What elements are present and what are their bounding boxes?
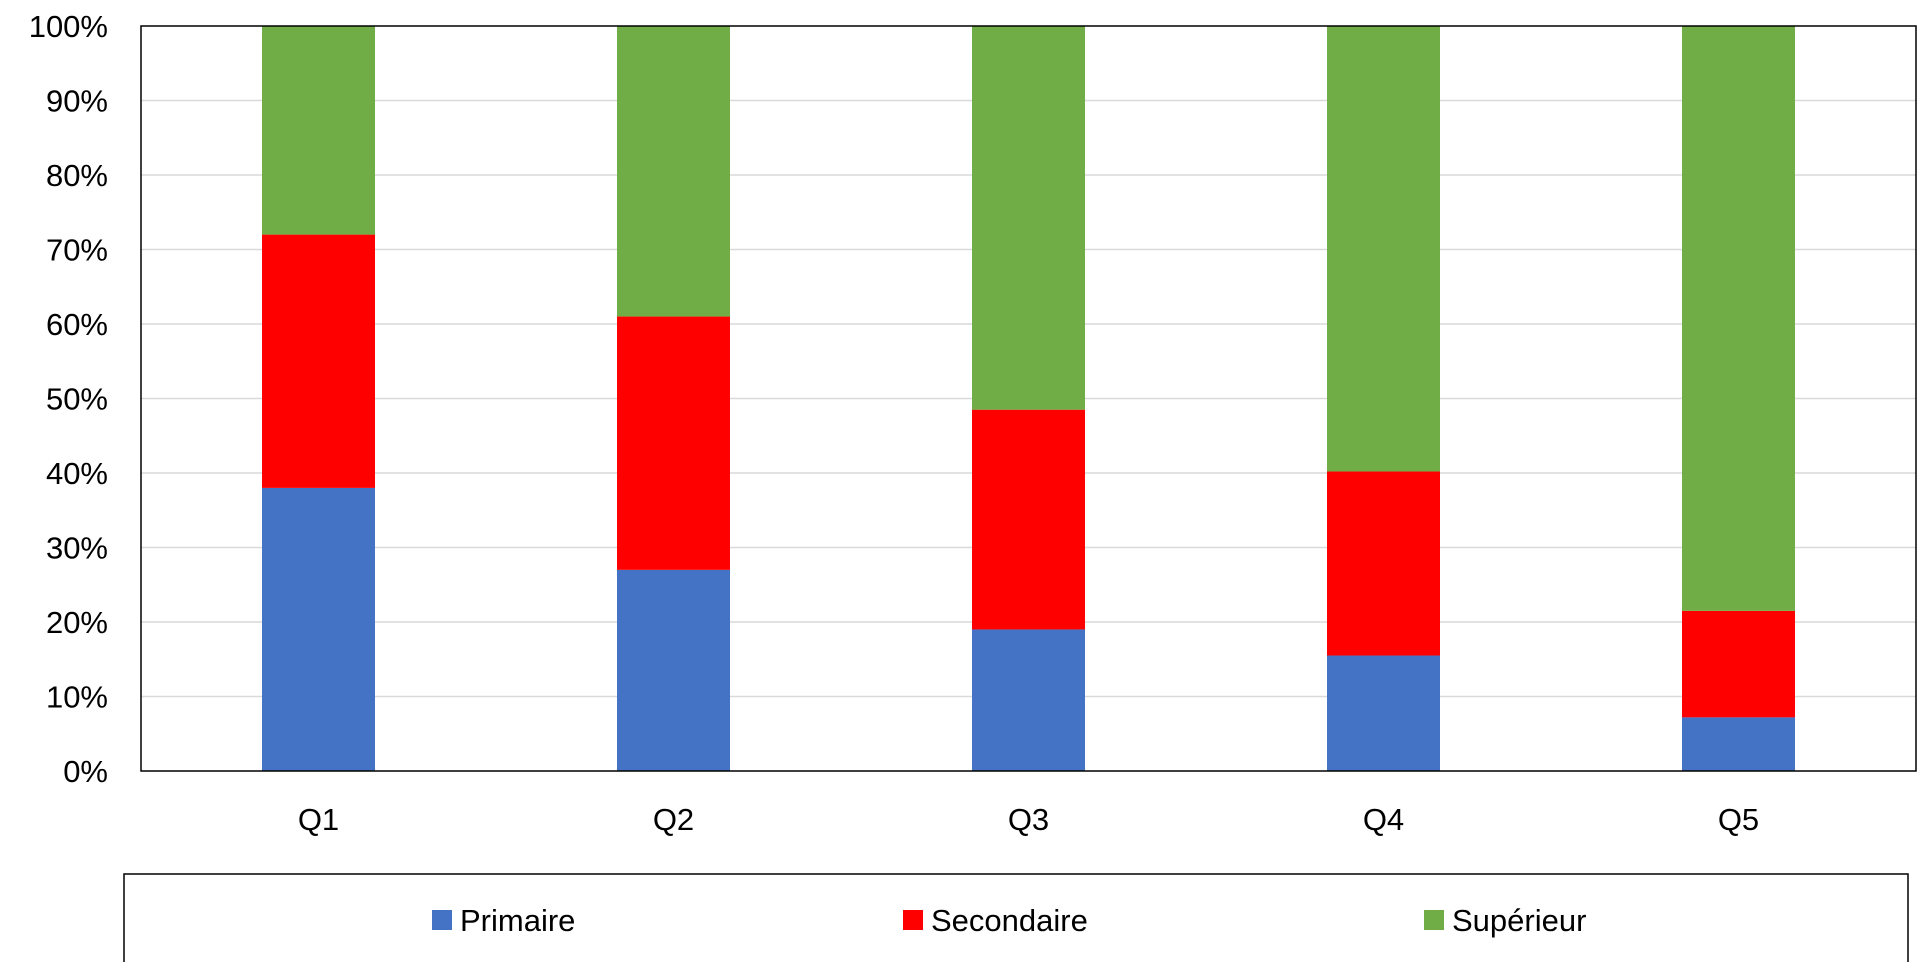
bar-segment-q2-3 bbox=[617, 26, 730, 317]
plot-area-border bbox=[140, 25, 1917, 772]
legend-box bbox=[123, 873, 1909, 965]
y-tick-label: 50% bbox=[46, 382, 108, 417]
legend-swatch bbox=[1424, 910, 1444, 930]
legend-label: Primaire bbox=[460, 903, 575, 938]
x-tick-label: Q5 bbox=[1718, 802, 1759, 837]
bar-segment-q5-1 bbox=[1682, 717, 1795, 771]
bar-segment-q3-1 bbox=[972, 629, 1085, 771]
y-tick-label: 100% bbox=[29, 9, 108, 44]
bar-segment-q3-2 bbox=[972, 409, 1085, 630]
bar-segment-q1-1 bbox=[262, 487, 375, 771]
y-tick-label: 70% bbox=[46, 233, 108, 268]
bar-segment-q4-1 bbox=[1327, 655, 1440, 771]
legend-label: Secondaire bbox=[931, 903, 1088, 938]
y-tick-label: 10% bbox=[46, 680, 108, 715]
y-tick-label: 80% bbox=[46, 158, 108, 193]
x-tick-label: Q1 bbox=[298, 802, 339, 837]
y-tick-label: 0% bbox=[63, 754, 108, 789]
bar-segment-q2-2 bbox=[617, 316, 730, 570]
y-tick-label: 60% bbox=[46, 307, 108, 342]
bar-segment-q3-3 bbox=[972, 26, 1085, 410]
bar-segment-q4-2 bbox=[1327, 471, 1440, 656]
legend-swatch bbox=[903, 910, 923, 930]
y-tick-label: 20% bbox=[46, 605, 108, 640]
bars bbox=[262, 26, 1795, 771]
bar-segment-q5-2 bbox=[1682, 610, 1795, 718]
axes bbox=[140, 25, 1917, 772]
bar-segment-q1-2 bbox=[262, 234, 375, 488]
x-axis-tick-labels: Q1 Q2 Q3 Q4 Q5 bbox=[298, 802, 1759, 837]
legend-swatch bbox=[432, 910, 452, 930]
bar-segment-q1-3 bbox=[262, 26, 375, 235]
bar-segment-q4-3 bbox=[1327, 26, 1440, 472]
legend: Primaire Secondaire Supérieur bbox=[123, 873, 1909, 965]
bar-segment-q2-1 bbox=[617, 569, 730, 771]
y-tick-label: 90% bbox=[46, 84, 108, 119]
legend-label: Supérieur bbox=[1452, 903, 1586, 938]
y-tick-label: 40% bbox=[46, 456, 108, 491]
y-tick-label: 30% bbox=[46, 531, 108, 566]
x-tick-label: Q2 bbox=[653, 802, 694, 837]
y-axis-tick-labels: 0% 10% 20% 30% 40% 50% 60% 70% 80% 90% 100% bbox=[29, 9, 108, 789]
bar-segment-q5-3 bbox=[1682, 26, 1795, 611]
x-tick-label: Q4 bbox=[1363, 802, 1404, 837]
x-tick-label: Q3 bbox=[1008, 802, 1049, 837]
